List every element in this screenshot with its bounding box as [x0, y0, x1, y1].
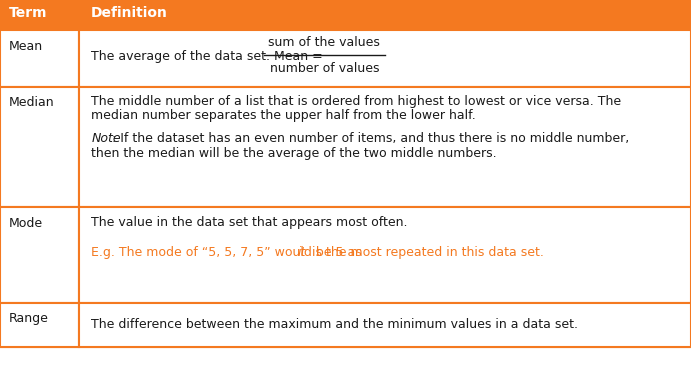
Bar	[79, 30, 691, 87]
Bar	[0, 30, 79, 87]
Bar	[0, 87, 79, 207]
Text: Term: Term	[9, 6, 48, 20]
Bar	[0, 303, 79, 347]
Text: Mean: Mean	[9, 40, 43, 53]
Text: Note: Note	[91, 132, 121, 145]
Text: it: it	[298, 246, 306, 259]
Text: The value in the data set that appears most often.: The value in the data set that appears m…	[91, 216, 408, 229]
Text: Definition: Definition	[91, 6, 168, 20]
Text: The middle number of a list that is ordered from highest to lowest or vice versa: The middle number of a list that is orde…	[91, 95, 621, 108]
Bar	[0, 207, 79, 303]
Bar	[0, 0, 691, 30]
Text: then the median will be the average of the two middle numbers.: then the median will be the average of t…	[91, 147, 497, 160]
Text: is the most repeated in this data set.: is the most repeated in this data set.	[307, 246, 544, 259]
Bar	[79, 303, 691, 347]
Text: median number separates the upper half from the lower half.: median number separates the upper half f…	[91, 109, 476, 122]
Text: : If the dataset has an even number of items, and thus there is no middle number: : If the dataset has an even number of i…	[112, 132, 629, 145]
Text: Range: Range	[9, 312, 49, 325]
Bar	[79, 87, 691, 207]
Text: The average of the data set. Mean =: The average of the data set. Mean =	[91, 50, 327, 63]
Text: E.g. The mode of “5, 5, 7, 5” would be 5 as: E.g. The mode of “5, 5, 7, 5” would be 5…	[91, 246, 366, 259]
Text: number of values: number of values	[269, 62, 379, 75]
Text: Mode: Mode	[9, 217, 43, 230]
Text: sum of the values: sum of the values	[268, 36, 380, 49]
Bar	[79, 207, 691, 303]
Text: The difference between the maximum and the minimum values in a data set.: The difference between the maximum and t…	[91, 318, 578, 332]
Text: Median: Median	[9, 96, 55, 109]
